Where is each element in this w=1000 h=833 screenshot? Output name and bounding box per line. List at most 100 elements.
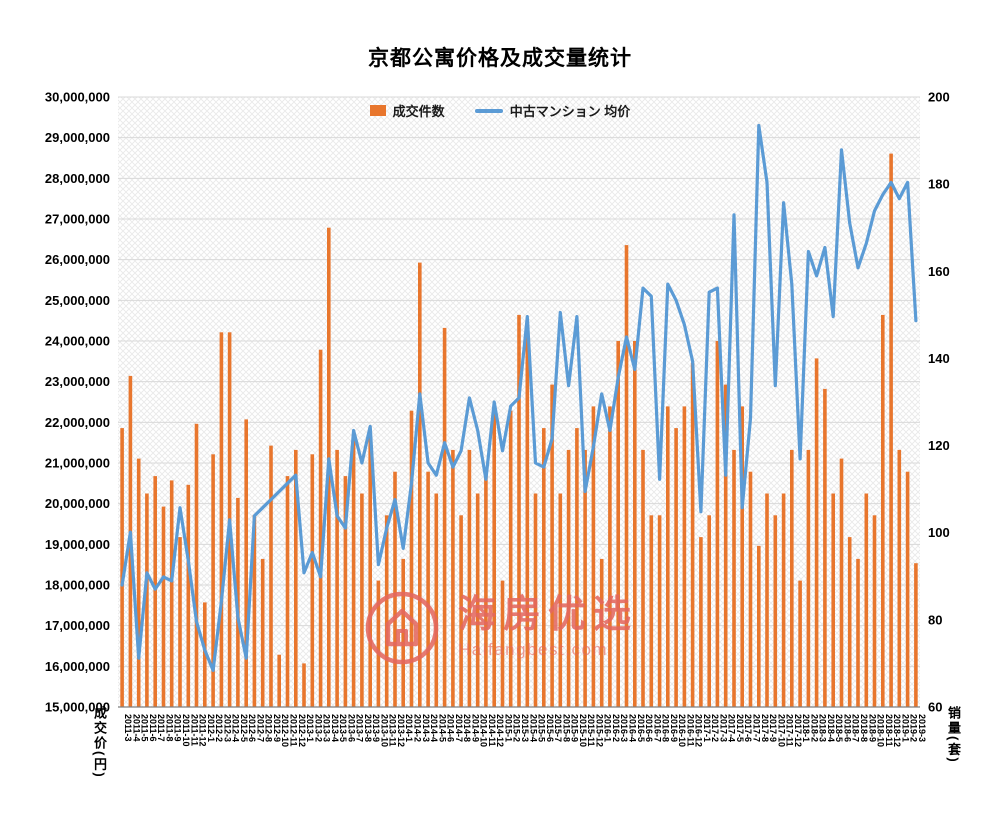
bar	[905, 471, 910, 707]
x-tick-label: 2017-3	[718, 714, 728, 742]
bar	[211, 454, 215, 707]
bar	[376, 580, 381, 707]
bar	[252, 515, 257, 707]
x-tick-label: 2014-5	[437, 714, 447, 742]
x-tick-label: 2013-3	[322, 714, 332, 742]
x-tick-label: 2013-7	[355, 714, 365, 742]
y-right-tick-label: 200	[928, 90, 950, 105]
x-tick-label: 2012-9	[272, 714, 282, 742]
x-tick-label: 2011-10	[181, 714, 191, 747]
x-tick-label: 2015-7	[553, 714, 563, 742]
bar	[169, 480, 174, 707]
bar	[690, 362, 695, 707]
x-tick-label: 2016-2	[611, 714, 621, 742]
bar	[393, 471, 397, 707]
bar	[467, 449, 472, 707]
y-right-tick-label: 60	[928, 700, 942, 715]
y-left-tick-label: 26,000,000	[45, 252, 110, 267]
x-tick-label: 2011-7	[156, 714, 166, 742]
x-tick-label: 2017-9	[768, 714, 778, 742]
x-tick-label: 2016-7	[652, 714, 662, 742]
bar	[649, 515, 654, 707]
bar	[203, 602, 207, 707]
x-tick-label: 2014-1	[404, 714, 414, 742]
bar	[806, 449, 811, 707]
x-tick-label: 2017-2	[710, 714, 720, 742]
y-left-tick-label: 30,000,000	[45, 90, 110, 105]
x-tick-label: 2011-6	[148, 714, 158, 742]
bar	[343, 476, 348, 707]
x-tick-label: 2011-9	[173, 714, 183, 742]
x-tick-label: 2011-8	[164, 714, 174, 742]
bar	[368, 432, 372, 707]
y-axis-title-left: 成交价(円)	[92, 706, 107, 779]
x-tick-label: 2012-4	[231, 714, 241, 742]
bar	[219, 332, 224, 707]
x-tick-label: 2011-12	[198, 714, 208, 747]
bar	[583, 449, 587, 707]
x-tick-label: 2016-5	[636, 714, 646, 742]
y-right-tick-label: 180	[928, 177, 950, 192]
y-left-tick-label: 24,000,000	[45, 334, 110, 349]
y-left-tick-label: 21,000,000	[45, 456, 110, 471]
line-swatch-icon	[474, 108, 503, 113]
y-left-tick-label: 23,000,000	[45, 374, 110, 389]
bar	[401, 558, 405, 707]
bar	[823, 388, 827, 707]
bar	[360, 493, 364, 707]
x-tick-label: 2018-9	[867, 714, 877, 742]
bar	[633, 341, 637, 707]
bar	[442, 327, 447, 707]
x-tick-label: 2017-10	[776, 714, 786, 747]
x-tick-label: 2015-6	[545, 714, 555, 742]
y-right-tick-label: 160	[928, 264, 950, 279]
bar	[666, 406, 670, 707]
price-line	[120, 123, 918, 673]
x-tick-label: 2015-8	[561, 714, 571, 742]
bar	[732, 449, 736, 707]
bar	[384, 515, 389, 707]
y-left-tick-label: 18,000,000	[45, 578, 110, 593]
bar	[566, 449, 571, 707]
bar	[302, 663, 306, 707]
bar	[517, 314, 521, 707]
x-tick-label: 2014-11	[487, 714, 497, 747]
bar	[748, 471, 753, 707]
x-tick-label: 2016-11	[685, 714, 695, 747]
bar	[773, 515, 778, 707]
bar	[451, 449, 455, 707]
y-left-tick-label: 17,000,000	[45, 618, 110, 633]
x-tick-label: 2014-4	[429, 714, 439, 742]
x-tick-label: 2012-7	[255, 714, 265, 742]
y-left-tick-label: 15,000,000	[45, 700, 110, 715]
x-tick-label: 2013-9	[371, 714, 381, 742]
bar	[575, 428, 579, 707]
bar	[260, 558, 265, 707]
x-tick-label: 2012-5	[239, 714, 249, 742]
bar	[608, 406, 612, 707]
bar	[682, 406, 687, 707]
x-tick-label: 2019-1	[900, 714, 910, 742]
bar	[459, 515, 463, 707]
bar	[814, 358, 819, 707]
bar	[558, 493, 563, 707]
x-tick-label: 2017-7	[752, 714, 762, 742]
x-tick-label: 2015-4	[528, 714, 538, 742]
x-tick-label: 2015-9	[570, 714, 580, 742]
x-tick-label: 2014-12	[495, 714, 505, 747]
bar	[781, 493, 786, 707]
bar	[434, 493, 439, 707]
bar	[889, 153, 893, 708]
bar	[897, 449, 902, 707]
bar	[872, 515, 877, 707]
x-tick-label: 2015-1	[503, 714, 513, 742]
bar	[269, 445, 273, 707]
x-tick-label: 2017-11	[785, 714, 795, 747]
bar	[351, 436, 356, 707]
bar	[136, 458, 141, 707]
legend-bar-label: 成交件数	[392, 104, 445, 119]
bar	[409, 410, 414, 707]
x-tick-label: 2012-10	[280, 714, 290, 747]
x-tick-label: 2016-1	[603, 714, 613, 742]
